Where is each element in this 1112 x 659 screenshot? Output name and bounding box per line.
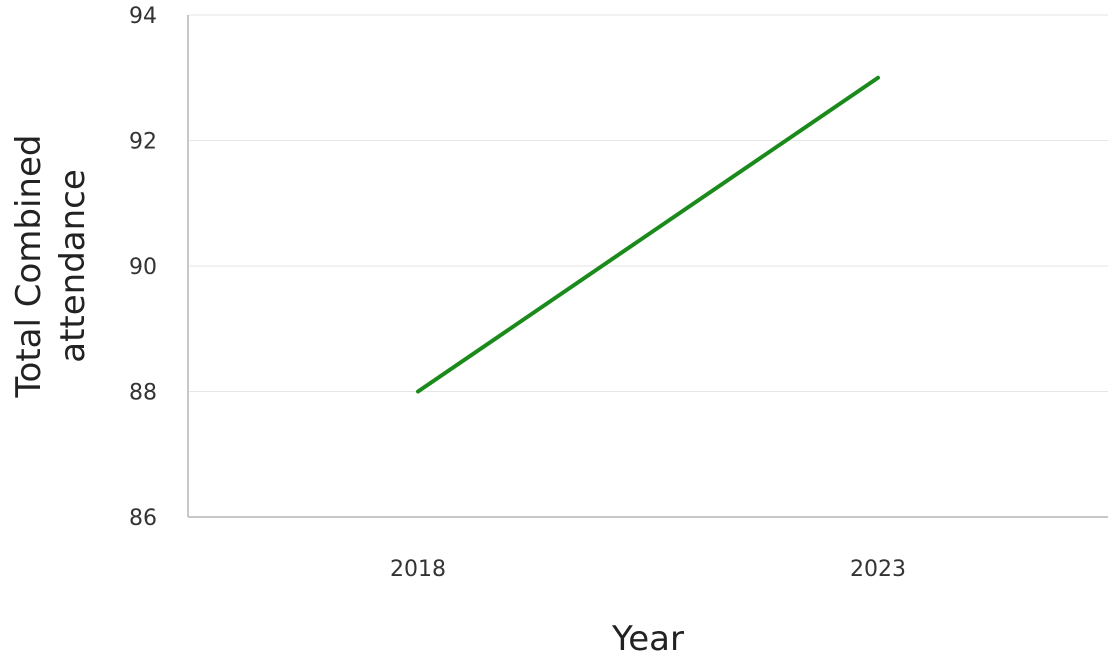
grid-lines — [188, 15, 1108, 392]
y-tick-labels: 86 88 90 92 94 — [129, 4, 157, 531]
x-tick-label: 2018 — [390, 557, 446, 582]
y-tick-label: 94 — [129, 4, 157, 29]
y-tick-label: 90 — [129, 255, 157, 280]
y-axis-title: Total Combined attendance — [9, 135, 93, 399]
series-line — [418, 78, 878, 392]
y-tick-label: 86 — [129, 506, 157, 531]
x-tick-labels: 2018 2023 — [390, 557, 906, 582]
x-axis-title: Year — [611, 619, 684, 659]
series-lines — [418, 78, 878, 392]
y-axis-title-line-2: attendance — [53, 169, 93, 363]
y-tick-label: 88 — [129, 381, 157, 406]
x-tick-label: 2023 — [850, 557, 906, 582]
y-axis-title-line-1: Total Combined — [9, 135, 49, 399]
y-tick-label: 92 — [129, 130, 157, 155]
